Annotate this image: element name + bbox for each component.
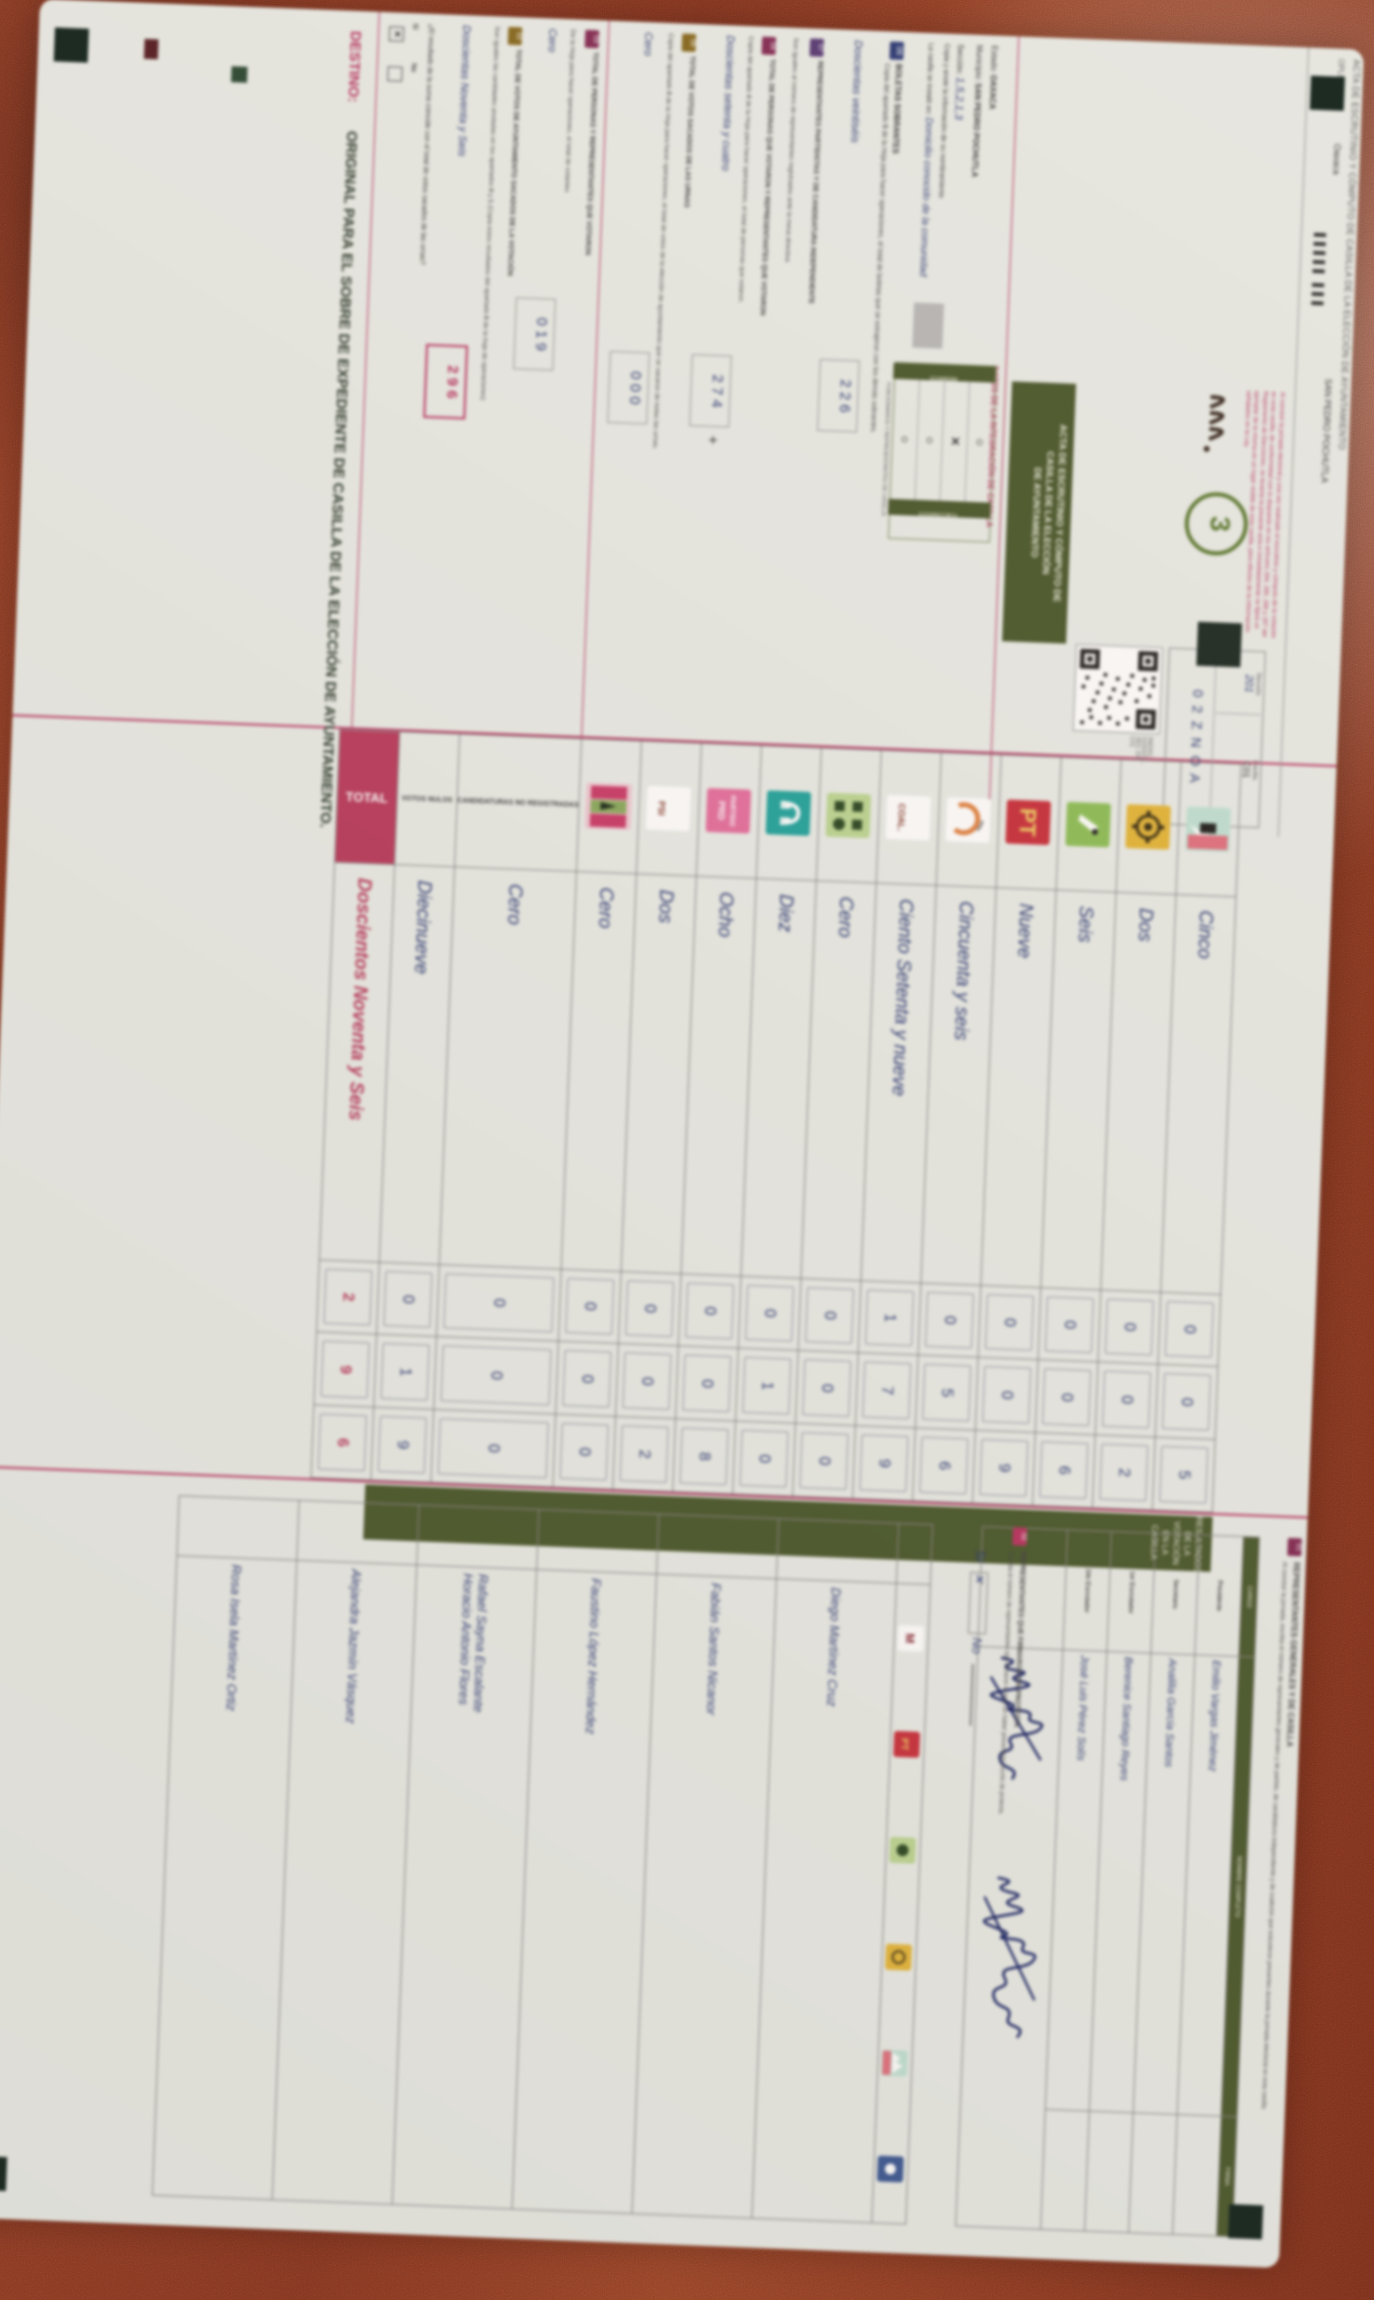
svg-text:PARTIDO: PARTIDO: [728, 795, 736, 827]
svg-text:PSI: PSI: [657, 801, 668, 816]
svg-text:M: M: [903, 1633, 917, 1644]
svg-text:PRD: PRD: [717, 801, 728, 821]
svg-text:COAL.: COAL.: [896, 803, 907, 831]
svg-text:PT: PT: [899, 1738, 910, 1751]
svg-text:PT: PT: [1015, 808, 1041, 838]
